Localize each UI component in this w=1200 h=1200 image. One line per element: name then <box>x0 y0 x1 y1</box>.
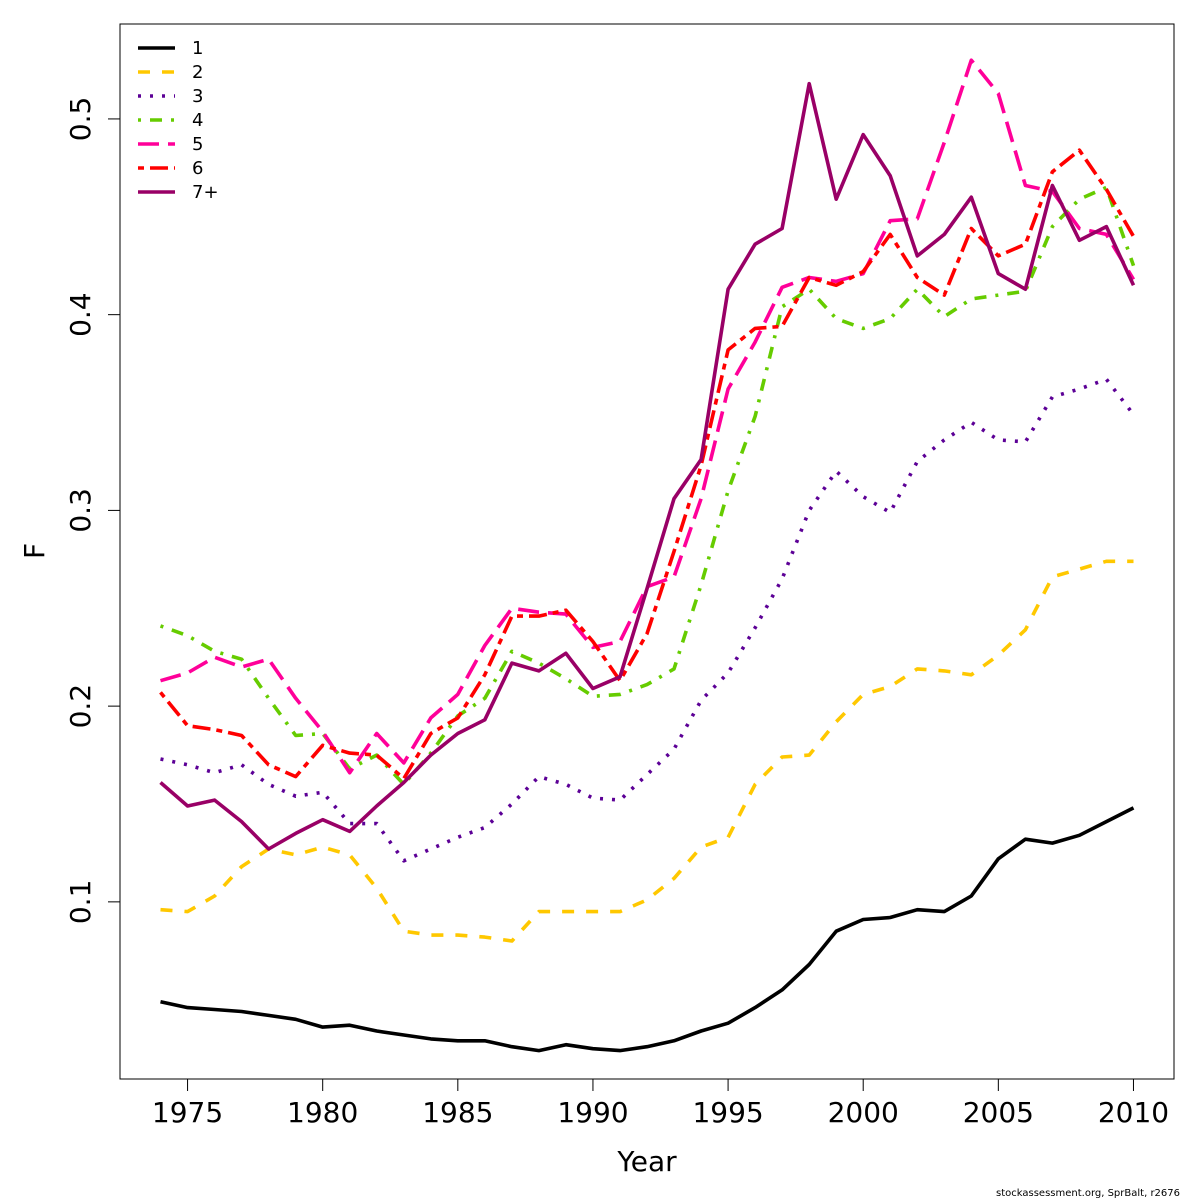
x-axis: 1975 1980 1985 1990 1995 2000 2005 2010 <box>152 1079 1169 1129</box>
x-tick-label: 2000 <box>828 1096 899 1129</box>
x-tick-label: 1975 <box>152 1096 223 1129</box>
series-line-7plus <box>159 81 1136 851</box>
y-tick-label: 0.4 <box>64 292 97 337</box>
series-line-3 <box>160 377 1135 863</box>
legend-label: 6 <box>192 158 203 179</box>
legend-label: 7+ <box>192 182 219 203</box>
x-tick-label: 1990 <box>557 1096 628 1129</box>
legend-label: 1 <box>192 38 203 59</box>
y-tick-label: 0.1 <box>64 880 97 925</box>
plot-frame <box>119 23 1175 1080</box>
x-axis-title: Year <box>616 1145 677 1178</box>
credit-text: stockassessment.org, SprBalt, r2676 <box>996 1188 1180 1199</box>
x-tick-label: 1995 <box>692 1096 763 1129</box>
legend-label: 3 <box>192 86 203 107</box>
x-tick-label: 2005 <box>963 1096 1034 1129</box>
y-tick-label: 0.3 <box>64 488 97 533</box>
x-tick-label: 1985 <box>422 1096 493 1129</box>
series-layer <box>159 58 1136 1053</box>
y-axis: 0.1 0.2 0.3 0.4 0.5 <box>64 97 120 924</box>
series-line-6 <box>159 148 1136 781</box>
legend-label: 4 <box>192 110 203 131</box>
x-tick-label: 1980 <box>287 1096 358 1129</box>
series-line-1 <box>160 806 1135 1053</box>
y-tick-label: 0.2 <box>64 684 97 729</box>
legend: 1 2 3 4 5 6 7+ <box>138 38 219 203</box>
series-line-4 <box>159 185 1136 787</box>
y-axis-title: F <box>18 543 51 559</box>
x-tick-label: 2010 <box>1098 1096 1169 1129</box>
series-line-2 <box>160 559 1134 943</box>
legend-label: 5 <box>192 134 203 155</box>
y-tick-label: 0.5 <box>64 97 97 142</box>
legend-label: 2 <box>192 62 203 83</box>
series-line-5 <box>160 58 1136 775</box>
